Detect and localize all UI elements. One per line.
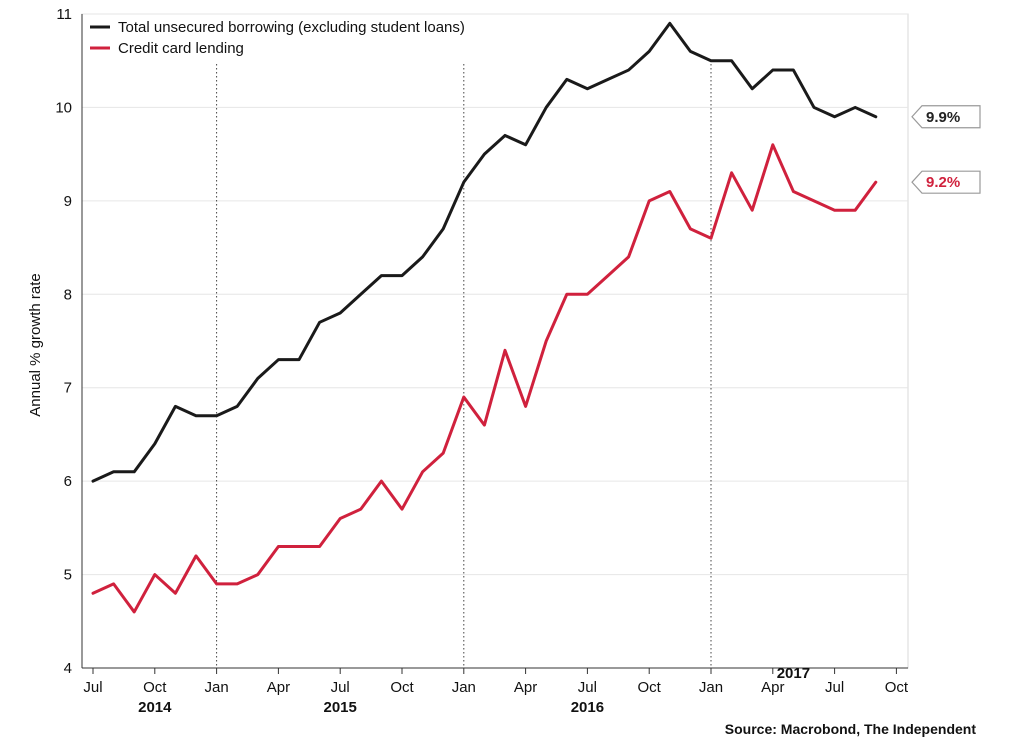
x-tick-label: Apr bbox=[514, 679, 537, 696]
x-tick-label: Oct bbox=[638, 679, 662, 696]
source-note: Source: Macrobond, The Independent bbox=[724, 721, 976, 737]
plot-frame bbox=[81, 13, 909, 669]
y-tick-label: 5 bbox=[64, 567, 72, 584]
y-tick-label: 10 bbox=[55, 99, 72, 116]
end-label-2: 9.2% bbox=[926, 174, 960, 191]
x-year-label: 2017 bbox=[777, 665, 810, 682]
y-tick-label: 8 bbox=[64, 286, 72, 303]
y-tick-label: 4 bbox=[64, 660, 72, 677]
x-tick-label: Oct bbox=[390, 679, 414, 696]
x-tick-label: Jul bbox=[825, 679, 844, 696]
end-label-box-1 bbox=[911, 105, 981, 129]
end-label-1: 9.9% bbox=[926, 109, 960, 126]
y-axis: 4 5 6 7 8 9 10 11 bbox=[55, 6, 83, 677]
x-tick-label: Jul bbox=[331, 679, 350, 696]
end-label-box-2 bbox=[911, 170, 981, 194]
series-lines bbox=[91, 21, 878, 614]
plot-area bbox=[81, 13, 909, 669]
end-value-labels: 9.9% 9.2% bbox=[911, 105, 981, 194]
y-tick-label: 7 bbox=[64, 380, 72, 397]
x-tick-label: Jul bbox=[83, 679, 102, 696]
x-year-label: 2014 bbox=[138, 699, 172, 716]
y-tick-label: 11 bbox=[56, 6, 72, 23]
x-axis: Jul Oct Jan Apr Jul Oct Jan Apr Jul Oct Jan Apr Jul O… bbox=[82, 665, 909, 716]
legend-label-1: Total unsecured borrowing (excluding stu… bbox=[118, 19, 465, 36]
y-tick-label: 6 bbox=[64, 473, 72, 490]
legend: Total unsecured borrowing (excluding stu… bbox=[90, 19, 465, 57]
y-axis-label: Annual % growth rate bbox=[27, 273, 44, 416]
x-year-label: 2015 bbox=[324, 699, 357, 716]
y-tick-label: 9 bbox=[64, 193, 72, 210]
x-tick-label: Jan bbox=[452, 679, 476, 696]
series-line-1 bbox=[91, 21, 878, 483]
x-tick-label: Jan bbox=[205, 679, 229, 696]
x-tick-label: Apr bbox=[267, 679, 290, 696]
x-year-label: 2016 bbox=[571, 699, 604, 716]
x-tick-label: Jul bbox=[578, 679, 597, 696]
x-tick-label: Oct bbox=[885, 679, 909, 696]
legend-label-2: Credit card lending bbox=[118, 40, 244, 57]
x-tick-label: Jan bbox=[699, 679, 723, 696]
series-line-2 bbox=[91, 143, 878, 614]
x-tick-label: Oct bbox=[143, 679, 167, 696]
x-tick-label: Apr bbox=[761, 679, 784, 696]
